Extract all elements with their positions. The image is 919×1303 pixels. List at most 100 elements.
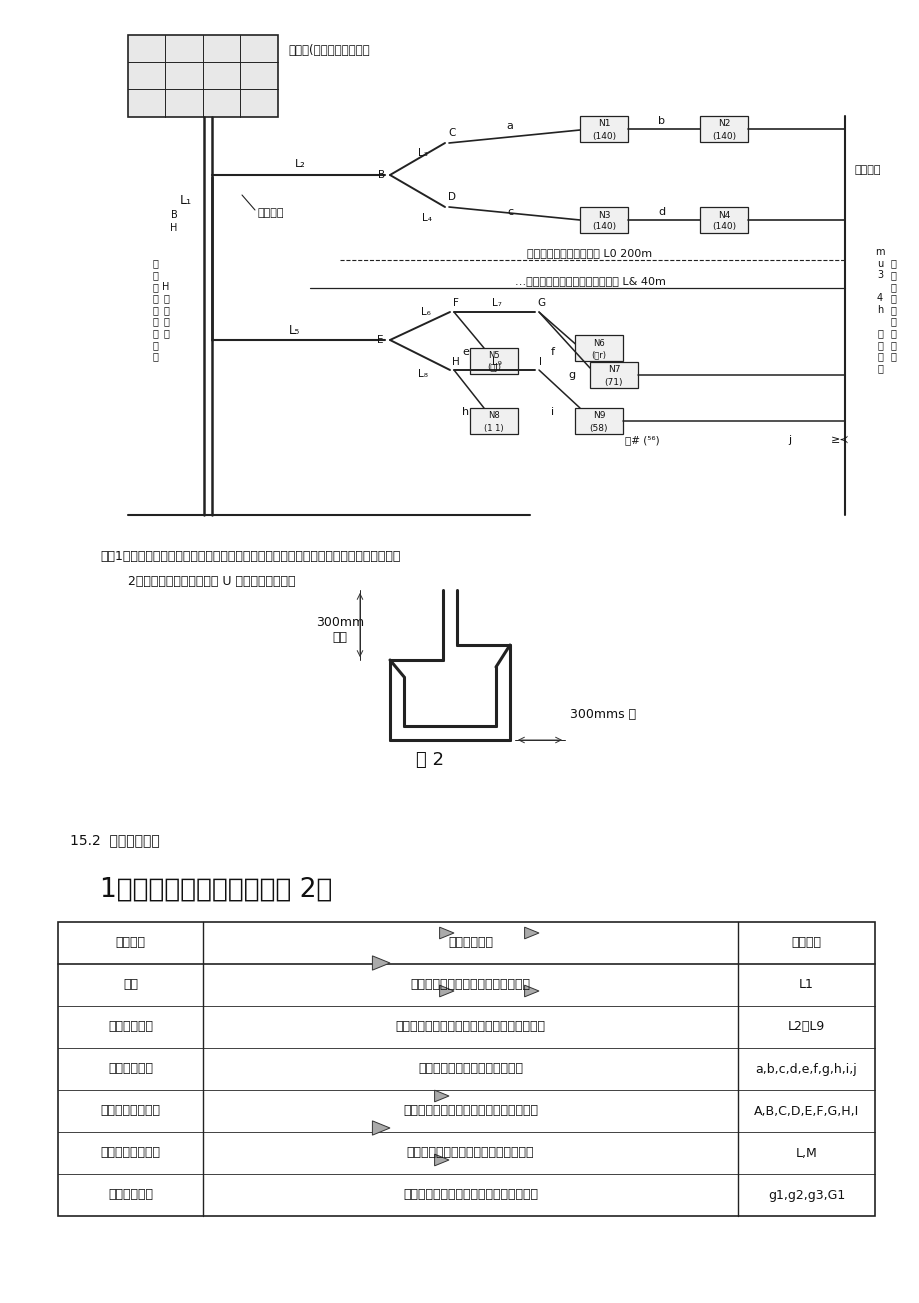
Text: G: G	[537, 298, 544, 308]
Text: N3: N3	[597, 211, 609, 219]
Text: 图 2: 图 2	[415, 751, 444, 769]
Text: H
差
度
高
的: H 差 度 高 的	[162, 281, 169, 339]
Bar	[589, 362, 637, 388]
Text: L2～L9: L2～L9	[787, 1020, 824, 1033]
Text: a: a	[506, 121, 513, 132]
Text: 室内机组: 室内机组	[854, 165, 880, 175]
Text: g: g	[568, 370, 575, 380]
Text: L₁: L₁	[180, 194, 192, 206]
Text: 2、内机尽量均等地安装在 U 型分歧管的两边。: 2、内机尽量均等地安装在 U 型分歧管的两边。	[100, 575, 295, 588]
Text: F: F	[452, 298, 459, 308]
Text: H: H	[170, 223, 177, 233]
Text: 主管: 主管	[123, 979, 138, 992]
Text: (71): (71)	[604, 378, 622, 387]
Text: 连接主管、主配管、支配管间的配管组件: 连接主管、主配管、支配管间的配管组件	[403, 1105, 538, 1118]
Text: e: e	[462, 347, 469, 357]
Text: 室内侧第一分歧后不直接与室内机相连的配管: 室内侧第一分歧后不直接与室内机相连的配管	[395, 1020, 545, 1033]
Text: …距第二分歧管最远配管等效长度 L& 40m: …距第二分歧管最远配管等效长度 L& 40m	[514, 276, 664, 285]
Polygon shape	[372, 1121, 390, 1135]
Text: 室内机主配管: 室内机主配管	[108, 1020, 153, 1033]
Text: 配管连接位置: 配管连接位置	[448, 937, 493, 950]
Text: N9: N9	[592, 412, 605, 421]
Polygon shape	[434, 1154, 448, 1166]
Text: A,B,C,D,E,F,G,H,I: A,B,C,D,E,F,G,H,I	[753, 1105, 858, 1118]
Bar	[699, 207, 747, 233]
Text: 连接室外机与室外机分歧管组件间的配管: 连接室外机与室外机分歧管组件间的配管	[403, 1188, 538, 1201]
Text: h: h	[462, 407, 469, 417]
Text: L₃: L₃	[417, 149, 427, 158]
Text: B: B	[378, 169, 384, 180]
Bar	[470, 348, 517, 374]
Text: i: i	[550, 407, 554, 417]
Text: f: f	[550, 347, 554, 357]
Text: 土# (⁵⁶): 土# (⁵⁶)	[624, 435, 659, 446]
Text: L,M: L,M	[795, 1147, 816, 1160]
Text: N2: N2	[717, 120, 730, 129]
Text: j: j	[788, 435, 790, 446]
Polygon shape	[439, 928, 453, 939]
Polygon shape	[524, 928, 539, 939]
Text: L₅: L₅	[289, 323, 301, 336]
Text: (1 1): (1 1)	[483, 423, 504, 433]
Text: (～r): (～r)	[591, 351, 606, 360]
Text: (140): (140)	[711, 132, 735, 141]
Text: L₉: L₉	[492, 357, 502, 367]
Text: N7: N7	[607, 366, 619, 374]
Text: 分歧后直接与室内机相连的配管: 分歧后直接与室内机相连的配管	[417, 1062, 522, 1075]
Text: I: I	[539, 357, 542, 367]
Text: H: H	[451, 357, 460, 367]
Text: 间
之
机
外
室
与
机
内
室: 间 之 机 外 室 与 机 内 室	[152, 258, 158, 361]
Text: 300mms 上: 300mms 上	[570, 709, 635, 722]
Text: D: D	[448, 192, 456, 202]
Text: b: b	[658, 116, 664, 126]
Polygon shape	[434, 1091, 448, 1102]
Text: 室内机分歧管组件: 室内机分歧管组件	[100, 1105, 160, 1118]
Text: N6: N6	[593, 339, 604, 348]
Text: B: B	[170, 210, 177, 220]
Text: 15.2  冷媒配管选取: 15.2 冷媒配管选取	[70, 833, 160, 847]
Text: E: E	[377, 335, 383, 345]
Text: a,b,c,d,e,f,g,h,i,j: a,b,c,d,e,f,g,h,i,j	[754, 1062, 857, 1075]
Text: 300mm
以上: 300mm 以上	[315, 616, 364, 644]
Text: ≥≺: ≥≺	[830, 435, 848, 446]
Text: 室内机最远配管等效长度 L0 200m: 室内机最远配管等效长度 L0 200m	[527, 248, 652, 258]
Text: (140): (140)	[591, 223, 616, 232]
Text: 间
之
机
内
室
与
机
内
室: 间 之 机 内 室 与 机 内 室	[889, 258, 895, 361]
Polygon shape	[439, 985, 453, 997]
Text: (～J): (～J)	[486, 364, 501, 373]
Text: 配管名称: 配管名称	[116, 937, 145, 950]
Text: N5: N5	[488, 352, 499, 361]
Text: 室外机到室内侧第一分歧之间的配管: 室外机到室内侧第一分歧之间的配管	[410, 979, 530, 992]
Text: L₆: L₆	[421, 308, 430, 317]
Text: L₄: L₄	[422, 212, 432, 223]
Text: 第一分歧: 第一分歧	[257, 208, 284, 218]
Text: L1: L1	[799, 979, 813, 992]
Bar	[579, 207, 628, 233]
Text: (140): (140)	[711, 223, 735, 232]
Text: 1）冷媒配管类型选定（表 2）: 1）冷媒配管类型选定（表 2）	[100, 877, 332, 903]
Text: N8: N8	[488, 412, 499, 421]
Text: 室内机支配管: 室内机支配管	[108, 1062, 153, 1075]
Text: N4: N4	[717, 211, 730, 219]
Text: g1,g2,g3,G1: g1,g2,g3,G1	[767, 1188, 845, 1201]
Text: 图示编号: 图示编号	[790, 937, 821, 950]
Text: 室外机连接管: 室外机连接管	[108, 1188, 153, 1201]
Text: L₇: L₇	[492, 298, 502, 308]
Bar	[470, 408, 517, 434]
Text: 连接室外机连接管、主管间的配管组件: 连接室外机连接管、主管间的配管组件	[406, 1147, 534, 1160]
Text: 室外机分歧管组件: 室外机分歧管组件	[100, 1147, 160, 1160]
Text: c: c	[506, 207, 513, 218]
Text: L₂: L₂	[294, 159, 305, 169]
Text: (58): (58)	[589, 423, 607, 433]
Text: m
u
3
 
4
h
 
差
度
高
的: m u 3 4 h 差 度 高 的	[874, 248, 884, 373]
Text: N1: N1	[597, 120, 609, 129]
Bar	[574, 335, 622, 361]
Text: C: C	[448, 128, 455, 138]
Bar	[574, 408, 622, 434]
Bar	[128, 35, 278, 117]
Bar	[699, 116, 747, 142]
Text: (140): (140)	[591, 132, 616, 141]
Text: L₈: L₈	[417, 369, 427, 379]
Text: 室外机(一台或多台相连）: 室外机(一台或多台相连）	[288, 43, 369, 56]
Text: d: d	[658, 207, 664, 218]
